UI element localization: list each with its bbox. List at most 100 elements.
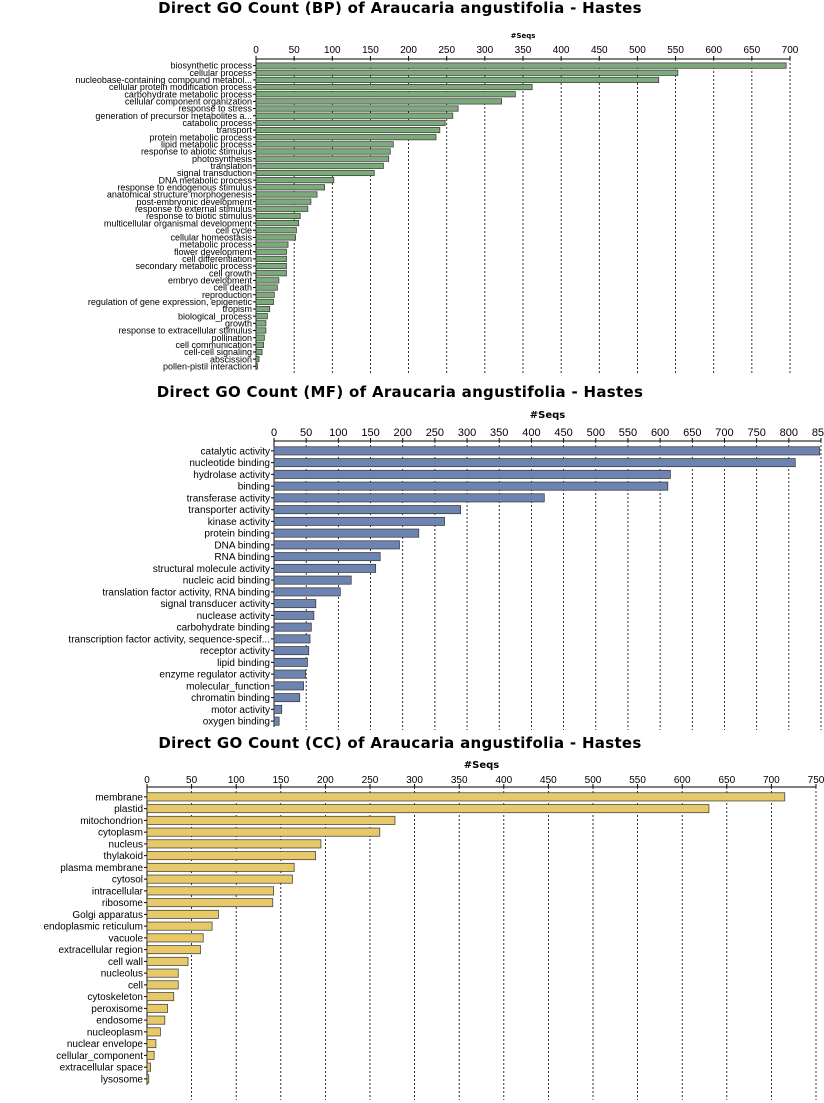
bar	[255, 341, 264, 348]
x-tick-label: 100	[228, 775, 245, 786]
x-tick-label: 550	[629, 775, 646, 786]
category-label: binding	[238, 482, 270, 493]
x-tick-label: 250	[438, 45, 455, 56]
category-label: plasma membrane	[60, 863, 143, 874]
bar	[273, 540, 400, 550]
chart-title: Direct GO Count (BP) of Araucaria angust…	[158, 0, 642, 17]
category-label: cellular homeostasis	[170, 233, 252, 243]
bar	[146, 980, 179, 990]
x-tick-label: 0	[144, 775, 150, 786]
bar	[146, 1062, 151, 1072]
x-tick-label: 700	[763, 775, 780, 786]
x-tick-label: 500	[585, 775, 602, 786]
category-label: endosome	[96, 1016, 143, 1027]
category-label: nucleobase-containing compound metabol..…	[75, 75, 252, 85]
category-label: thylakoid	[104, 851, 143, 862]
bar	[255, 169, 375, 177]
category-label: cell death	[213, 283, 252, 293]
x-tick-label: 450	[554, 427, 572, 439]
category-label: abscission	[210, 354, 252, 364]
x-tick-label: 200	[394, 427, 412, 439]
bar	[255, 212, 301, 219]
x-tick-label: 150	[272, 775, 289, 786]
category-label: transporter activity	[188, 505, 270, 516]
bar	[255, 255, 287, 262]
category-label: ribosome	[102, 898, 144, 909]
x-tick-label: 350	[490, 427, 508, 439]
category-label: DNA binding	[214, 540, 270, 551]
category-label: lipid binding	[217, 658, 270, 669]
x-tick-label: 400	[522, 427, 540, 439]
bar	[255, 234, 297, 241]
category-label: response to biotic stimulus	[146, 211, 253, 221]
bar	[273, 587, 341, 597]
category-label: cell differentiation	[182, 254, 252, 264]
category-label: RNA binding	[214, 552, 270, 563]
bar	[255, 284, 278, 291]
bar	[146, 1050, 155, 1060]
category-label: response to stress	[178, 104, 252, 114]
bar	[255, 248, 287, 255]
category-label: plastid	[114, 804, 143, 815]
category-label: extracellular region	[59, 945, 144, 956]
bar	[273, 681, 304, 691]
x-tick-label: 850	[812, 427, 824, 439]
category-label: response to endogenous stimulus	[117, 182, 252, 192]
category-label: cellular process	[189, 68, 252, 78]
category-label: response to abiotic stimulus	[141, 147, 253, 157]
x-tick-label: 700	[782, 45, 799, 56]
category-label: chromatin binding	[191, 693, 270, 704]
category-label: cell wall	[108, 957, 143, 968]
bar	[255, 334, 265, 341]
category-label: biosynthetic process	[170, 61, 252, 71]
bar	[146, 1039, 157, 1049]
bar	[146, 827, 381, 837]
bar	[255, 313, 268, 320]
bar	[255, 62, 787, 69]
category-label: enzyme regulator activity	[159, 670, 270, 681]
category-label: secondary metabolic process	[135, 261, 252, 271]
category-label: motor activity	[211, 705, 270, 716]
bar	[146, 792, 786, 802]
category-label: lipid metabolic process	[161, 139, 253, 149]
bar	[273, 481, 669, 491]
bar	[255, 191, 318, 198]
x-tick-label: 50	[300, 427, 312, 439]
bar	[255, 105, 459, 112]
bar	[273, 575, 352, 585]
x-tick-label: 750	[747, 427, 765, 439]
bar	[273, 693, 301, 703]
category-label: catabolic process	[182, 118, 252, 128]
bar	[146, 804, 710, 814]
bar	[273, 610, 315, 620]
category-label: cytoplasm	[98, 828, 143, 839]
bar	[273, 458, 796, 468]
x-tick-label: 700	[715, 427, 733, 439]
x-tick-label: 800	[780, 427, 798, 439]
category-label: endoplasmic reticulum	[44, 922, 144, 933]
category-label: nucleolus	[101, 969, 143, 980]
bar	[273, 634, 311, 644]
category-label: signal transducer activity	[161, 599, 271, 610]
x-tick-label: 400	[495, 775, 512, 786]
category-label: photosynthesis	[192, 154, 253, 164]
bar	[146, 956, 189, 966]
bar	[146, 1074, 150, 1084]
bar	[273, 657, 308, 667]
bar	[146, 815, 396, 825]
bar	[255, 220, 300, 227]
category-label: vacuole	[109, 933, 144, 944]
bar	[255, 348, 263, 356]
bar	[255, 148, 391, 155]
x-tick-label: 750	[808, 775, 824, 786]
x-tick-label: 600	[674, 775, 691, 786]
category-label: molecular_function	[186, 681, 270, 692]
x-tick-label: 350	[451, 775, 468, 786]
category-label: embryo development	[168, 276, 253, 286]
bar	[255, 126, 441, 134]
category-label: response to external stimulus	[135, 204, 253, 214]
bar	[255, 91, 516, 98]
category-label: pollination	[211, 333, 252, 343]
x-tick-label: 650	[683, 427, 701, 439]
